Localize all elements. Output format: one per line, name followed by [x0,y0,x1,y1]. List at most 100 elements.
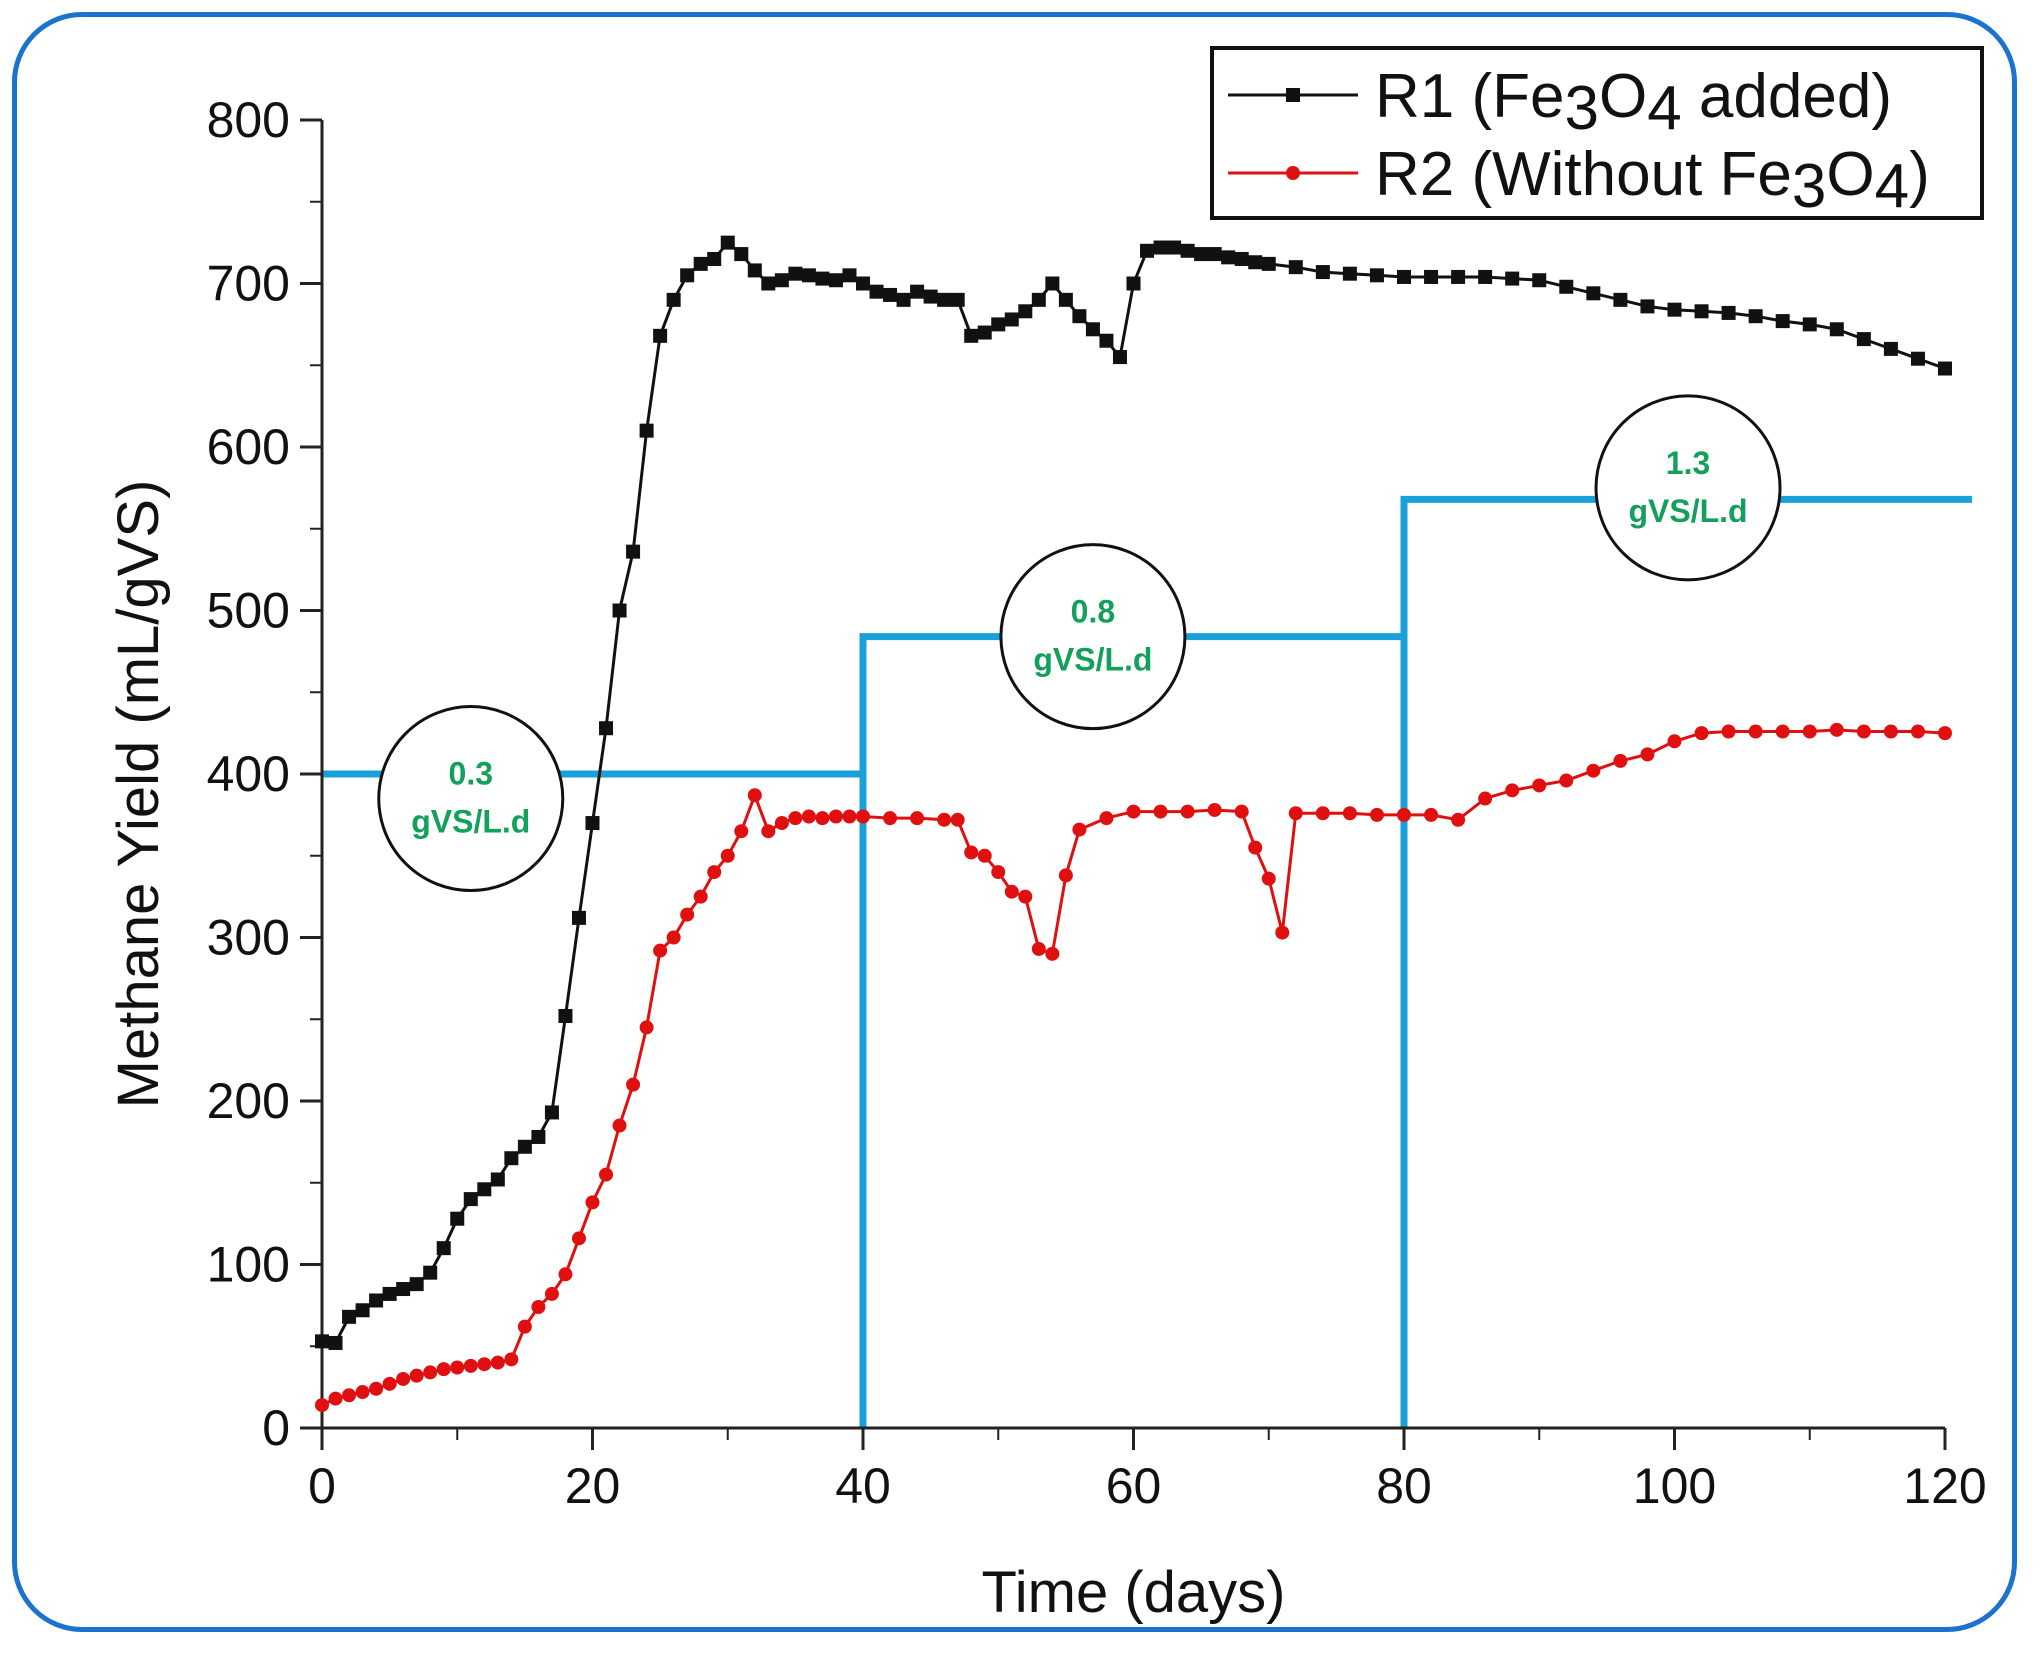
series-2-point [991,865,1006,880]
series-2-point [1613,753,1628,768]
series-1-point [1775,314,1790,329]
legend-label-part: 3 [1792,152,1826,221]
x-tick-label: 40 [835,1458,891,1514]
series-2-point [369,1381,384,1396]
y-tick-label: 600 [207,419,290,475]
series-2-point [977,848,992,863]
x-tick-label: 120 [1903,1458,1986,1514]
series-2-point [1369,807,1384,822]
series-1-point [355,1303,370,1318]
series-1-point [896,292,911,307]
series-1-point [977,325,992,340]
series-2-point [1397,807,1411,822]
series-1-point [1140,243,1155,258]
series-2-point [720,848,735,863]
series-1-point [964,328,979,343]
loading-rate-circle-2 [999,543,1187,731]
series-1-point [1910,351,1925,366]
legend-label-part: 4 [1647,74,1681,143]
series-1-point [626,544,641,559]
series-2-point [964,845,979,860]
series-1-point [693,256,708,271]
series-1-point [450,1211,465,1226]
series-2-point [856,809,870,824]
series-1-point [1694,304,1709,319]
series-2-point [1883,724,1898,739]
loading-rate-circle-1 [377,705,565,893]
series-2-point [1829,722,1844,737]
series-2-point [828,809,843,824]
series-1-point [1938,361,1952,376]
series-2-point [653,943,668,958]
x-tick-label: 100 [1633,1458,1716,1514]
legend-label-part: O [1599,62,1647,131]
series-2-point [1031,941,1046,956]
series-1-point [1829,322,1844,337]
series-1-point [680,268,695,283]
series-1-point [369,1293,384,1308]
series-1-point [747,263,762,278]
series-2-point [1207,802,1222,817]
series-1-point [612,603,627,618]
loading-rate-annotations: 0.3 gVS/L.d 0.8 gVS/L.d 1.3 gVS/L.d [377,394,1782,893]
series-1-point [666,292,681,307]
loading-rate-circle-3 [1594,394,1782,582]
series-1-point [571,910,586,925]
series-2-point [937,812,952,827]
series-1-point [734,247,749,262]
series-1-point [1072,309,1087,324]
series-1-point [504,1151,519,1166]
series-2-point [1775,724,1790,739]
series-1-point [1099,333,1114,348]
y-axis-title: Methane Yield (mL/gVS) [106,480,171,1109]
series-1-point [1559,279,1574,294]
series-1-point [1586,286,1601,301]
series-1-point [1532,273,1547,288]
series-2-point [1288,806,1303,821]
series-1-point [1180,243,1195,258]
y-tick-label: 200 [207,1073,290,1129]
series-2-point [950,812,965,827]
series-2-point [1640,747,1655,762]
figure-frame [12,12,2017,1632]
series-1-point [1234,251,1249,266]
series-1-point [1221,250,1236,265]
series-2-point [599,1167,614,1182]
series-2-point [504,1352,519,1367]
series-2-point [1045,946,1060,961]
series-2-point [1058,868,1073,883]
series-1-point [1261,256,1276,271]
series-1-point [707,251,722,266]
legend-marker-2 [1286,166,1300,180]
x-axis-title: Time (days) [982,1560,1286,1625]
series-1-point [1018,304,1033,319]
series-1-point [1342,266,1357,281]
series-1-point [1031,292,1046,307]
y-tick-label: 400 [207,746,290,802]
series-2-point [1126,804,1141,819]
series-1-point [1369,268,1384,283]
y-tick-label: 300 [207,910,290,966]
series-2-point [1802,724,1817,739]
series-1-point [923,289,938,304]
series-2-point [910,811,925,826]
series-2-point [1532,778,1547,793]
series-2-point [842,809,857,824]
series-2-point [747,788,762,803]
series-2-point [666,930,681,945]
series-1-point [396,1282,411,1297]
x-tick-label: 0 [308,1458,336,1514]
legend-label-part: ) [1909,140,1930,209]
series-1-point [490,1172,505,1187]
series-2-point [1180,804,1195,819]
series-1-point [883,287,898,302]
series-1-point [1640,299,1655,314]
series-1-point [1856,332,1871,347]
series-1-point [1045,276,1060,291]
series-1-point [1667,302,1682,317]
series-1-point [1167,240,1182,255]
series-2-point [1505,783,1520,798]
series-1-point [720,235,735,250]
series-1-point [937,292,952,307]
